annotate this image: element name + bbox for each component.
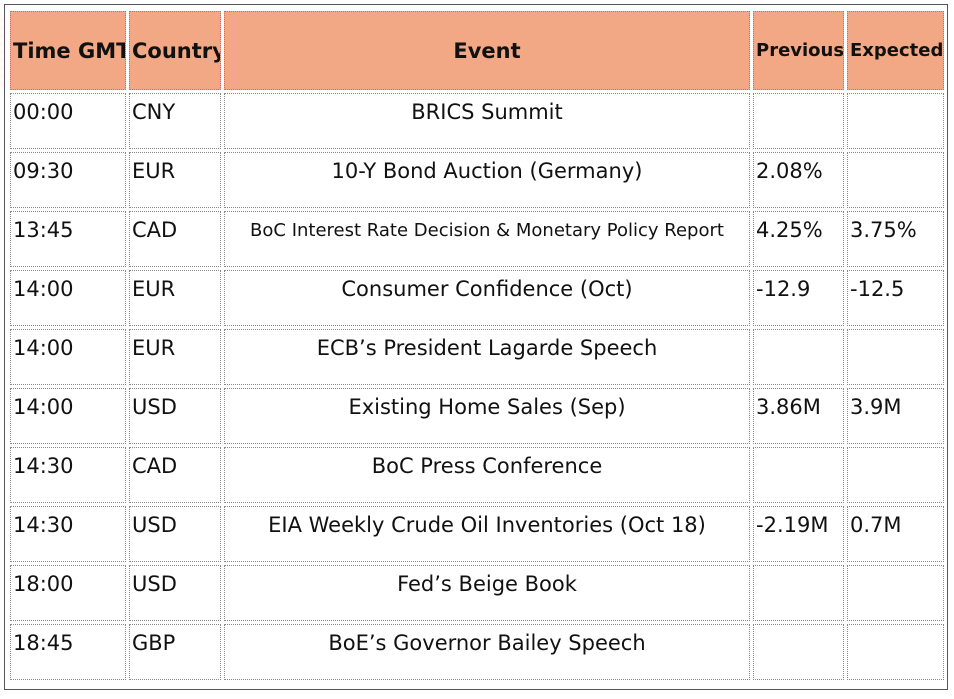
cell-event: Consumer Confidence (Oct) (224, 270, 750, 326)
table-row: 14:00 USD Existing Home Sales (Sep) 3.86… (10, 388, 944, 444)
cell-time: 14:00 (10, 270, 126, 326)
cell-event: 10-Y Bond Auction (Germany) (224, 152, 750, 208)
cell-time: 13:45 (10, 211, 126, 267)
cell-previous: 3.86M (753, 388, 844, 444)
economic-calendar-table: Time GMT Country Event Previous Expected… (7, 8, 947, 683)
cell-time: 14:30 (10, 447, 126, 503)
table-row: 14:00 EUR Consumer Confidence (Oct) -12.… (10, 270, 944, 326)
cell-previous: -12.9 (753, 270, 844, 326)
cell-country: USD (129, 388, 221, 444)
table-row: 13:45 CAD BoC Interest Rate Decision & M… (10, 211, 944, 267)
cell-expected (847, 447, 944, 503)
cell-country: USD (129, 506, 221, 562)
table-row: 14:00 EUR ECB’s President Lagarde Speech (10, 329, 944, 385)
cell-expected: 3.75% (847, 211, 944, 267)
cell-expected (847, 152, 944, 208)
header-event: Event (224, 11, 750, 90)
header-previous: Previous (753, 11, 844, 90)
cell-previous: 2.08% (753, 152, 844, 208)
header-time: Time GMT (10, 11, 126, 90)
cell-country: USD (129, 565, 221, 621)
cell-country: CAD (129, 211, 221, 267)
header-row: Time GMT Country Event Previous Expected (10, 11, 944, 90)
cell-event: BoC Interest Rate Decision & Monetary Po… (224, 211, 750, 267)
header-expected: Expected (847, 11, 944, 90)
cell-previous (753, 93, 844, 149)
table-row: 18:00 USD Fed’s Beige Book (10, 565, 944, 621)
cell-previous: 4.25% (753, 211, 844, 267)
cell-event: BoE’s Governor Bailey Speech (224, 624, 750, 680)
table-row: 09:30 EUR 10-Y Bond Auction (Germany) 2.… (10, 152, 944, 208)
cell-time: 14:00 (10, 329, 126, 385)
cell-event: EIA Weekly Crude Oil Inventories (Oct 18… (224, 506, 750, 562)
table-row: 18:45 GBP BoE’s Governor Bailey Speech (10, 624, 944, 680)
cell-time: 14:00 (10, 388, 126, 444)
cell-time: 14:30 (10, 506, 126, 562)
cell-previous (753, 329, 844, 385)
cell-country: CAD (129, 447, 221, 503)
cell-country: EUR (129, 329, 221, 385)
cell-previous: -2.19M (753, 506, 844, 562)
cell-previous (753, 447, 844, 503)
cell-expected (847, 624, 944, 680)
cell-country: GBP (129, 624, 221, 680)
cell-time: 00:00 (10, 93, 126, 149)
cell-expected (847, 565, 944, 621)
cell-event: Fed’s Beige Book (224, 565, 750, 621)
cell-country: EUR (129, 270, 221, 326)
cell-expected: 0.7M (847, 506, 944, 562)
cell-previous (753, 565, 844, 621)
header-country: Country (129, 11, 221, 90)
cell-event: ECB’s President Lagarde Speech (224, 329, 750, 385)
cell-time: 18:45 (10, 624, 126, 680)
cell-previous (753, 624, 844, 680)
cell-expected: 3.9M (847, 388, 944, 444)
cell-time: 18:00 (10, 565, 126, 621)
table-row: 14:30 USD EIA Weekly Crude Oil Inventori… (10, 506, 944, 562)
cell-country: CNY (129, 93, 221, 149)
cell-event: BRICS Summit (224, 93, 750, 149)
calendar-frame (4, 4, 948, 690)
cell-expected: -12.5 (847, 270, 944, 326)
cell-expected (847, 329, 944, 385)
cell-event: Existing Home Sales (Sep) (224, 388, 750, 444)
cell-expected (847, 93, 944, 149)
cell-time: 09:30 (10, 152, 126, 208)
cell-country: EUR (129, 152, 221, 208)
table-row: 14:30 CAD BoC Press Conference (10, 447, 944, 503)
cell-event: BoC Press Conference (224, 447, 750, 503)
table-row: 00:00 CNY BRICS Summit (10, 93, 944, 149)
